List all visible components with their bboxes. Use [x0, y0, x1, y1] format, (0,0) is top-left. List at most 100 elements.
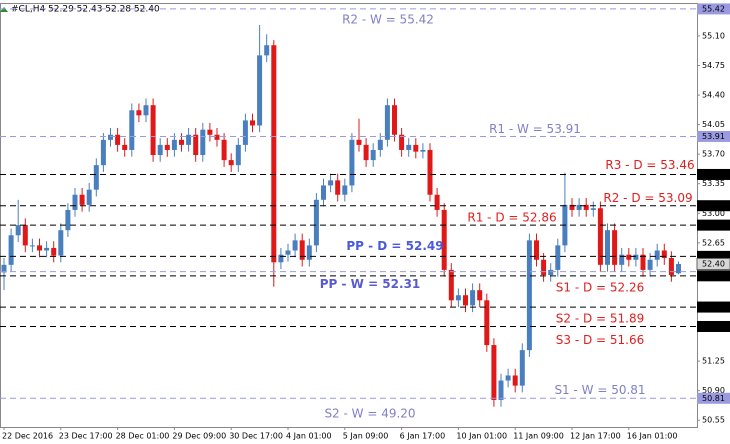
candle-body [597, 208, 603, 265]
candle-body [619, 254, 625, 265]
candle-body [129, 110, 135, 150]
price-tag-label: 50.81 [702, 394, 725, 403]
candle-body [349, 139, 355, 186]
x-tick-label: 10 Jan 01:00 [456, 432, 507, 441]
x-tick-label: 29 Dec 09:00 [172, 432, 226, 441]
y-tick-label: 53.35 [702, 179, 725, 188]
price-tag-label: 53.46 [702, 170, 725, 179]
price-tag [697, 320, 730, 332]
y-tick-label: 53.00 [702, 209, 725, 218]
candle-body [37, 245, 42, 251]
candle-body [93, 165, 99, 190]
pivot-label: R1 - W = 53.91 [489, 122, 581, 136]
price-tag-label: 53.09 [702, 201, 725, 210]
candle-body [306, 245, 312, 260]
candle-body [470, 290, 476, 306]
candle-body [193, 134, 199, 156]
y-tick-label: 54.05 [702, 120, 725, 129]
candle-body [1, 264, 7, 273]
candle-body [122, 144, 128, 150]
price-tag-label: 55.42 [702, 4, 725, 13]
candle-body [171, 139, 177, 150]
candle-body [661, 250, 667, 259]
price-tag [697, 219, 730, 231]
x-tick-label: 16 Jan 01:00 [627, 432, 678, 441]
candle-body [505, 375, 511, 381]
candle-body [157, 144, 163, 156]
candle-body [526, 240, 532, 351]
candle-body [150, 105, 156, 156]
last-price-tag [696, 257, 730, 270]
candle-body [79, 194, 85, 205]
candle-body [406, 144, 412, 150]
y-tick-label: 54.75 [702, 61, 725, 70]
price-tag-label: 52.26 [702, 271, 725, 280]
x-tick-label: 4 Jan 01:00 [286, 432, 332, 441]
candle-body [420, 149, 426, 152]
pivot-label: S2 - D = 51.89 [556, 312, 645, 326]
candle-body [164, 144, 170, 150]
price-tag [697, 301, 730, 313]
candle-body [335, 180, 341, 195]
candle-body [342, 185, 348, 195]
y-tick-label: 53.70 [702, 150, 725, 159]
x-tick-label: 6 Jan 17:00 [400, 432, 446, 441]
candle-body [58, 230, 64, 256]
candle-body [576, 204, 582, 210]
candle-body [427, 149, 433, 195]
candle-body [200, 129, 206, 156]
pivot-label: R3 - D = 53.46 [605, 158, 694, 172]
candle-body [377, 139, 383, 150]
price-tag [697, 250, 730, 262]
candle-body [370, 149, 376, 161]
price-tag-label: 52.86 [702, 221, 725, 230]
price-tag [697, 392, 730, 404]
candle-body [605, 230, 610, 265]
candle-body [8, 235, 14, 265]
y-tick-label: 51.25 [702, 357, 725, 366]
candle-body [328, 180, 334, 186]
candle-body [384, 105, 390, 140]
candle-body [72, 194, 78, 210]
candle-body [590, 208, 596, 210]
candle-body [313, 199, 319, 246]
x-tick-label: 22 Dec 2016 [2, 432, 53, 441]
candle-body [221, 139, 227, 161]
candle-body [434, 194, 440, 210]
candle-body [640, 254, 646, 270]
plot-frame [0, 3, 698, 428]
candle-body [413, 144, 419, 152]
candle-body [29, 245, 35, 247]
candle-body [242, 120, 248, 145]
x-tick-label: 28 Dec 01:00 [116, 432, 170, 441]
candle-body [115, 134, 121, 145]
candle-body [278, 254, 284, 263]
pivot-label: S1 - D = 52.26 [556, 280, 645, 294]
candle-body [363, 144, 369, 161]
pivot-label: R1 - D = 52.86 [467, 211, 556, 225]
candle-body [463, 295, 468, 306]
price-tag [697, 130, 730, 142]
candle-body [250, 120, 255, 126]
x-tick-label: 11 Jan 09:00 [513, 432, 564, 441]
candle-body [228, 160, 234, 166]
x-tick-label: 12 Jan 17:00 [570, 432, 621, 441]
pivot-label: S1 - W = 50.81 [554, 383, 645, 397]
candle-body [519, 350, 525, 386]
candle-body [257, 55, 263, 126]
header-icon [0, 7, 8, 12]
pivot-label: R2 - W = 55.42 [342, 12, 434, 26]
candle-body [448, 269, 454, 301]
candle-body [100, 139, 106, 166]
pivot-label: PP - W = 52.31 [320, 277, 421, 291]
candle-body [51, 247, 57, 256]
candle-body [321, 185, 326, 200]
candle-body [86, 189, 92, 205]
candle-body [65, 209, 71, 231]
candle-body [555, 245, 561, 270]
candle-body [676, 263, 681, 274]
candle-body [392, 105, 397, 135]
candle-body [207, 129, 213, 135]
candle-body [264, 45, 270, 56]
